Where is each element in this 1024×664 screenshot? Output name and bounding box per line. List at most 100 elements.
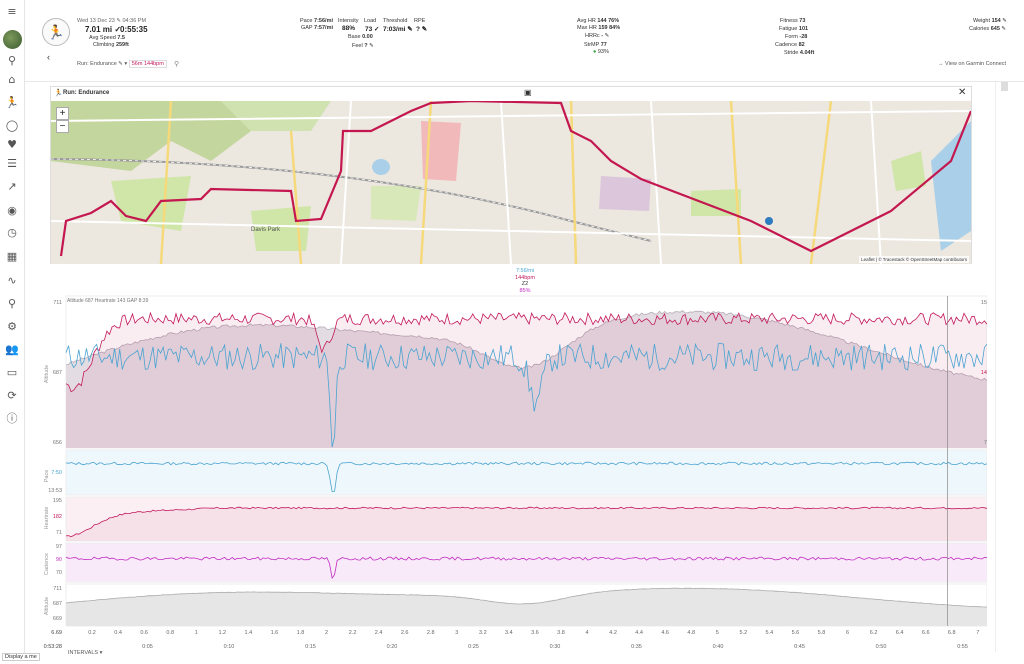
- distance-tick: 6.6: [922, 630, 930, 636]
- y-left-label: 687: [53, 370, 62, 376]
- cadence-series: [65, 556, 988, 579]
- distance-tick: 3.2: [479, 630, 487, 636]
- garmin-connect-link[interactable]: → View on Garmin Connect: [938, 61, 1007, 67]
- distance-tick: 2.4: [375, 630, 383, 636]
- calendar-icon[interactable]: ▦: [6, 250, 18, 263]
- pace-series: [65, 461, 988, 492]
- search-icon[interactable]: ⚲: [174, 61, 180, 68]
- map-attribution[interactable]: Leaflet | © Tracestack © OpenStreetMap c…: [859, 256, 969, 263]
- chat-icon[interactable]: ▭: [6, 366, 18, 379]
- time-tick: 0:55: [957, 644, 968, 650]
- alt-y-label: 711: [53, 586, 62, 592]
- left-distance: 6.69: [51, 630, 62, 636]
- activity-charts[interactable]: 711687656159143717:5013:5319518271979070…: [42, 264, 990, 659]
- distance-tick: 6: [846, 630, 849, 636]
- route-map[interactable]: Davis Park + − Leaflet | © Tracestack © …: [51, 101, 971, 264]
- distance-tick: 5.6: [792, 630, 800, 636]
- home-icon[interactable]: ⌂: [8, 73, 16, 86]
- strmp: StrMP 77: [584, 42, 607, 48]
- map-canvas[interactable]: Davis Park: [51, 101, 971, 264]
- gap-series: [65, 342, 988, 448]
- analysis-icon[interactable]: ∿: [7, 274, 17, 287]
- watch-icon[interactable]: ◯: [5, 119, 19, 132]
- feel-stat[interactable]: Feel ? ✎: [352, 43, 374, 49]
- distance-tick: 3: [455, 630, 458, 636]
- cursor-readout: 7:56/mi 144bpm Z2 85%: [505, 268, 545, 294]
- back-arrow-icon[interactable]: ‹: [47, 52, 50, 62]
- max-hr: Max HR 159 84%: [577, 25, 621, 31]
- y-right-label: 159: [981, 300, 987, 306]
- cadence: Cadence 82: [775, 42, 805, 48]
- zoom-in-button[interactable]: +: [56, 107, 69, 120]
- readout-pct: 85%: [519, 287, 531, 294]
- target-icon[interactable]: ◉: [7, 204, 17, 217]
- distance-tick: 0.8: [166, 630, 174, 636]
- list-icon[interactable]: ☰: [7, 157, 17, 170]
- settings-icon[interactable]: ⚙: [7, 320, 17, 333]
- distance-tick: 0.2: [88, 630, 96, 636]
- distance-tick: 0.4: [114, 630, 122, 636]
- hrrc: HRRc - ✎: [585, 33, 610, 39]
- pace-stat: Pace 7:56/mi: [299, 18, 333, 24]
- time-tick: 0:15: [305, 644, 316, 650]
- activity-icon[interactable]: 🏃: [5, 96, 19, 109]
- close-icon[interactable]: ✕: [958, 87, 967, 98]
- axis-name-label: Altitude: [44, 365, 50, 383]
- distance-tick: 5.2: [740, 630, 748, 636]
- alt-y-label: 687: [53, 601, 62, 607]
- rpe-label: RPE: [414, 18, 426, 24]
- refresh-icon[interactable]: ⟳: [7, 389, 17, 402]
- pace-y-label: 13:53: [48, 488, 62, 494]
- strmp-pct: ● 93%: [593, 49, 609, 55]
- hr-series-area: [66, 507, 987, 541]
- distance-tick: 4.2: [609, 630, 617, 636]
- run-icon: 🏃: [54, 90, 63, 97]
- distance-tick: 5.8: [818, 630, 826, 636]
- trend-icon[interactable]: ↗: [7, 180, 17, 193]
- maximize-icon[interactable]: ▣: [524, 88, 532, 97]
- y-left-label: 711: [53, 300, 62, 306]
- people-icon[interactable]: 👥: [5, 343, 19, 356]
- y-left-label: 656: [53, 440, 62, 446]
- distance-tick: 4.4: [635, 630, 643, 636]
- distance-tick: 5.4: [766, 630, 774, 636]
- info-icon[interactable]: ⓘ: [6, 412, 18, 425]
- workout-tag[interactable]: Run: Endurance ✎ ▾ 56m 144bpm: [77, 60, 167, 68]
- activity-header: 🏃 Wed 13 Dec 23 ✎ 04:36 PM 7.01 mi ✓ 0:5…: [25, 0, 1024, 82]
- cad-y-label: 70: [56, 570, 62, 576]
- scroll-thumb[interactable]: [1001, 82, 1008, 91]
- hr-y-label: 71: [56, 530, 62, 536]
- charts-canvas[interactable]: 711687656159143717:5013:5319518271979070…: [42, 264, 990, 659]
- distance-tick: 3.4: [505, 630, 513, 636]
- weight: Weight 154 ✎: [973, 18, 1007, 24]
- distance-tick: 2.6: [401, 630, 409, 636]
- threshold-label: Threshold: [383, 18, 408, 24]
- avatar[interactable]: [3, 30, 22, 49]
- heart-icon[interactable]: ♥: [7, 138, 17, 151]
- search-icon[interactable]: ⚲: [7, 54, 17, 67]
- clock-icon[interactable]: ◷: [7, 226, 17, 239]
- axis-name-label: Pace: [44, 470, 50, 483]
- calories: Calories 645 ✎: [969, 26, 1007, 32]
- time-tick: 0:50: [876, 644, 887, 650]
- readout-pace: 7:56/mi: [515, 268, 535, 274]
- zoom-out-button[interactable]: −: [56, 120, 69, 133]
- search-detail-icon[interactable]: ⚲: [7, 297, 17, 310]
- distance-value: 7.01 mi ✓: [85, 25, 122, 34]
- time-tick: 0:20: [387, 644, 398, 650]
- intervals-toggle[interactable]: INTERVALS ▾: [68, 650, 103, 656]
- hr-series: [65, 506, 988, 538]
- altitude-series: [65, 310, 988, 381]
- rpe-value[interactable]: ? ✎: [416, 26, 428, 33]
- bottom-bar: Display a me INTERVALS ▾: [0, 650, 1024, 661]
- duration-value: 0:55:35: [120, 25, 148, 34]
- intensity-value: 88%: [342, 25, 356, 32]
- distance-tick: 2: [325, 630, 328, 636]
- axis-name-label: Altitude: [44, 597, 50, 615]
- distance-tick: 7: [976, 630, 979, 636]
- map-title: 🏃 Run: Endurance: [54, 90, 110, 97]
- y-right-label: 71: [984, 440, 987, 446]
- menu-icon[interactable]: ≡: [7, 5, 17, 18]
- readout-hr: 144bpm: [515, 274, 535, 281]
- distance-tick: 0.6: [140, 630, 148, 636]
